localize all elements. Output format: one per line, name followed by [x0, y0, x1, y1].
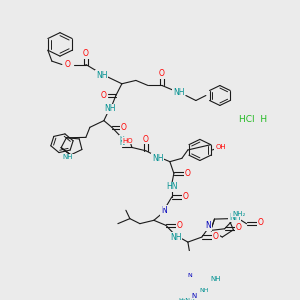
- Text: N: N: [119, 140, 124, 146]
- Text: H: H: [119, 136, 124, 141]
- Text: O: O: [159, 69, 165, 78]
- Text: HO: HO: [123, 138, 133, 144]
- Text: NH: NH: [104, 104, 116, 113]
- Text: O: O: [121, 123, 127, 132]
- Text: O: O: [65, 60, 71, 69]
- Text: OH: OH: [215, 144, 226, 150]
- Text: O: O: [83, 49, 89, 58]
- Text: NH: NH: [229, 212, 240, 221]
- Text: NH: NH: [96, 71, 108, 80]
- Text: HN: HN: [166, 182, 178, 191]
- Text: O: O: [143, 135, 149, 144]
- Text: O: O: [183, 192, 189, 201]
- Text: O: O: [236, 224, 242, 232]
- Text: O: O: [177, 221, 183, 230]
- Text: O: O: [101, 91, 107, 100]
- Text: N: N: [205, 221, 211, 230]
- Text: NH: NH: [173, 88, 184, 97]
- Text: N: N: [161, 206, 167, 215]
- Text: H₂N: H₂N: [178, 298, 190, 300]
- Text: O: O: [258, 218, 263, 227]
- Text: H: H: [190, 299, 194, 300]
- Text: NH: NH: [211, 276, 221, 282]
- Text: NH₂: NH₂: [232, 211, 245, 217]
- Text: NH: NH: [199, 288, 208, 293]
- Text: NH: NH: [152, 154, 164, 163]
- Text: NH: NH: [170, 232, 182, 242]
- Text: N: N: [188, 273, 192, 278]
- Text: O: O: [185, 169, 191, 178]
- Text: HCl  H: HCl H: [239, 115, 268, 124]
- Text: N: N: [191, 293, 196, 299]
- Text: NH: NH: [63, 154, 73, 160]
- Text: O: O: [213, 232, 219, 241]
